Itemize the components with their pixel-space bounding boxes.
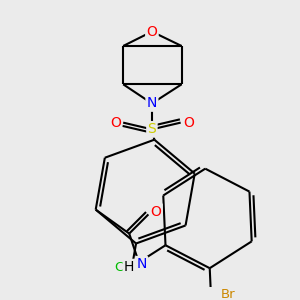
Text: H: H <box>124 260 134 274</box>
Text: S: S <box>148 122 156 136</box>
Text: O: O <box>110 116 121 130</box>
Text: O: O <box>151 205 161 218</box>
Text: Br: Br <box>220 289 235 300</box>
Text: Cl: Cl <box>115 260 128 274</box>
Text: O: O <box>183 116 194 130</box>
Text: O: O <box>146 25 158 39</box>
Text: N: N <box>136 257 147 271</box>
Text: N: N <box>147 97 157 110</box>
